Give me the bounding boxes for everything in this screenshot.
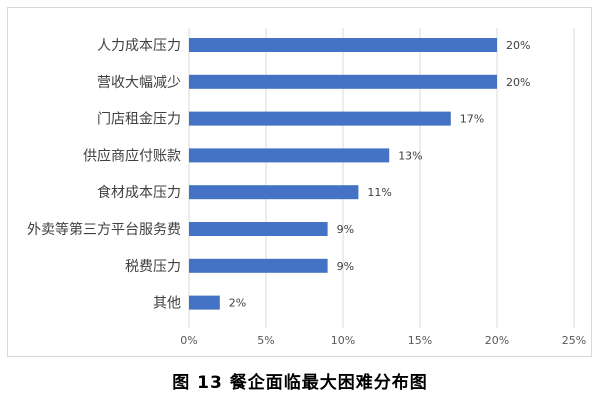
bar-1	[189, 74, 497, 89]
x-tick-label-3: 15%	[408, 334, 432, 347]
bar-2	[189, 111, 451, 126]
value-label-2: 17%	[460, 113, 484, 126]
x-tick-label-0: 0%	[180, 334, 197, 347]
x-tick-label-4: 20%	[485, 334, 509, 347]
value-label-3: 13%	[398, 149, 422, 162]
category-label-1: 营收大幅减少	[97, 75, 181, 91]
x-tick-label-2: 10%	[331, 334, 355, 347]
category-label-6: 税费压力	[125, 259, 181, 275]
value-label-7: 2%	[229, 297, 246, 310]
category-label-5: 外卖等第三方平台服务费	[27, 221, 181, 238]
figure-caption: 图 13 餐企面临最大困难分布图	[172, 373, 428, 393]
bars	[189, 38, 497, 310]
value-label-6: 9%	[337, 260, 354, 273]
bar-3	[189, 148, 390, 163]
category-label-2: 门店租金压力	[97, 112, 181, 128]
bar-4	[189, 185, 359, 200]
category-label-4: 食材成本压力	[97, 184, 181, 201]
labels: 0% 5% 10% 15% 20% 25% 人力成本压力 20% 营收大幅减少 20% 门店租金压力…	[27, 38, 586, 347]
category-label-0: 人力成本压力	[97, 38, 181, 54]
bar-6	[189, 258, 328, 273]
chart-frame: 0% 5% 10% 15% 20% 25% 人力成本压力 20% 营收大幅减少 20% 门店租金压力…	[7, 7, 592, 357]
category-label-3: 供应商应付账款	[83, 147, 181, 164]
x-tick-label-1: 5%	[257, 334, 274, 347]
bar-0	[189, 38, 497, 52]
bar-chart: 0% 5% 10% 15% 20% 25% 人力成本压力 20% 营收大幅减少 20% 门店租金压力…	[27, 28, 586, 347]
value-label-5: 9%	[337, 223, 354, 236]
value-label-0: 20%	[506, 39, 530, 52]
x-tick-label-5: 25%	[562, 334, 586, 347]
category-label-7: 其他	[153, 296, 181, 312]
bar-5	[189, 222, 328, 236]
value-label-1: 20%	[506, 76, 530, 89]
bar-7	[189, 295, 220, 310]
grid-lines	[188, 28, 575, 328]
value-label-4: 11%	[367, 186, 391, 199]
